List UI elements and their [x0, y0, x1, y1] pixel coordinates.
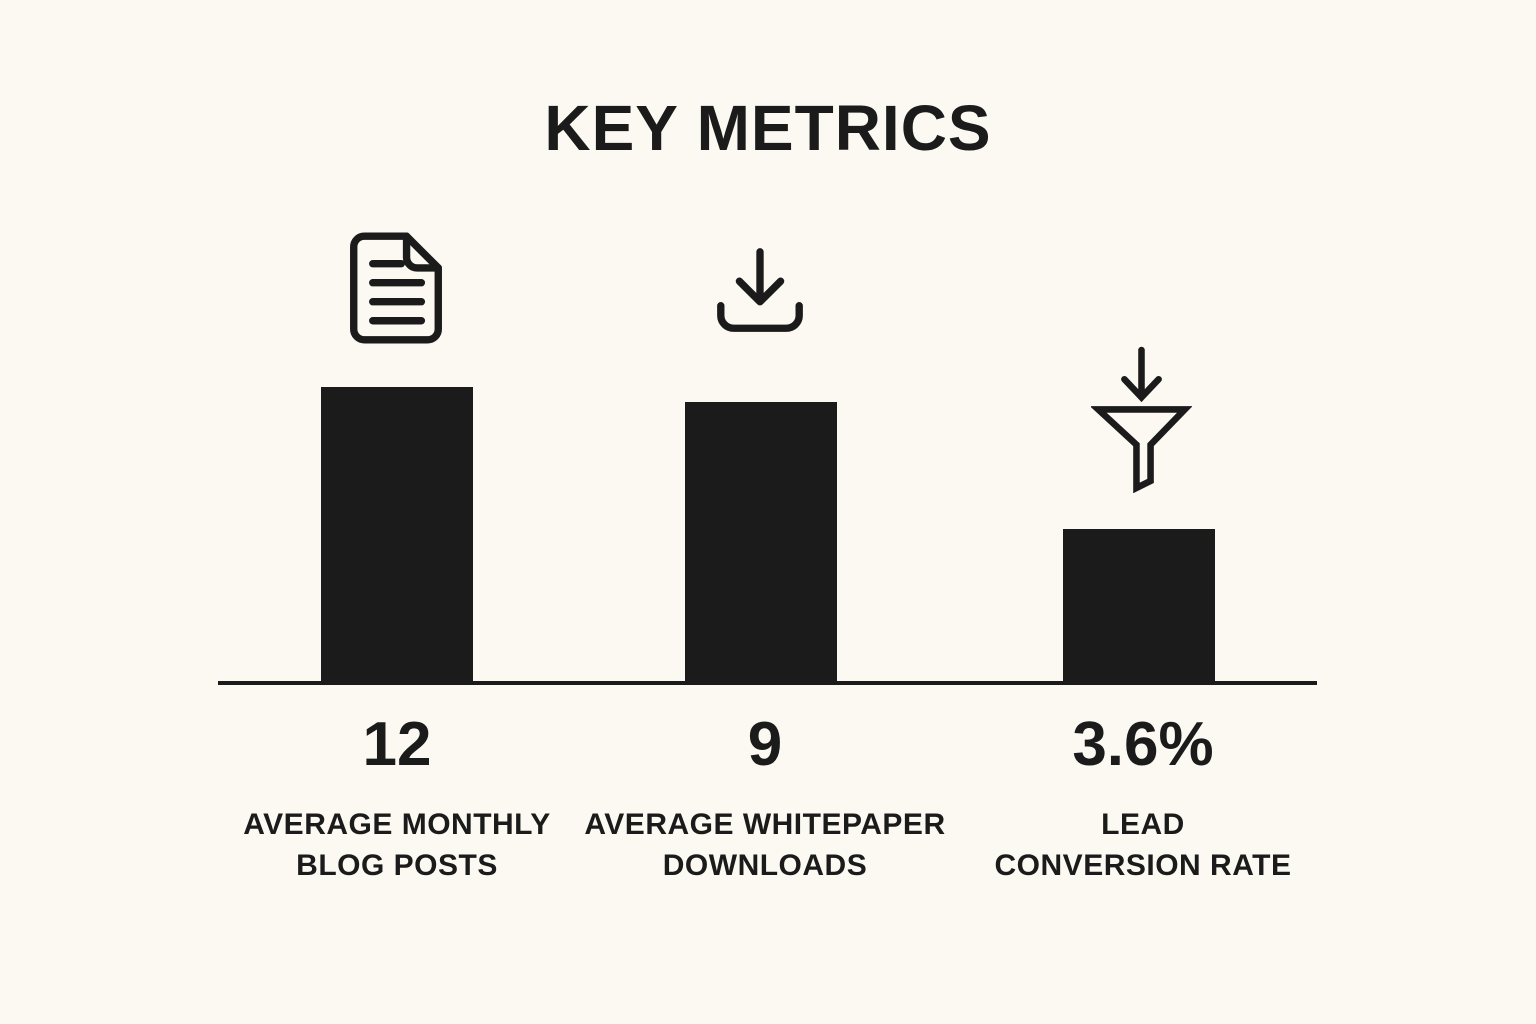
metric-value: 9	[747, 710, 783, 779]
metric-label-line2: CONVERSION RATE	[994, 849, 1292, 882]
metric-label-line2: DOWNLOADS	[662, 849, 868, 882]
funnel-icon	[1089, 346, 1193, 498]
metric-label: LEAD CONVERSION RATE	[933, 804, 1353, 886]
metric-label-line1: LEAD	[1101, 808, 1185, 841]
metric-stat-lead-conversion: 3.6% LEAD CONVERSION RATE	[933, 712, 1353, 886]
metric-label: AVERAGE MONTHLY BLOG POSTS	[187, 804, 607, 886]
metric-label-line1: AVERAGE MONTHLY	[243, 808, 551, 841]
metric-bar	[685, 402, 837, 684]
download-icon	[711, 246, 809, 343]
metric-stat-blog-posts: 12 AVERAGE MONTHLY BLOG POSTS	[187, 712, 607, 886]
metric-label-line1: AVERAGE WHITEPAPER	[584, 808, 946, 841]
metric-bar	[1063, 529, 1215, 684]
page-title: KEY METRICS	[544, 92, 992, 164]
document-icon	[343, 232, 449, 349]
baseline-axis	[218, 681, 1317, 685]
metric-label: AVERAGE WHITEPAPER DOWNLOADS	[555, 804, 975, 886]
metric-label-line2: BLOG POSTS	[296, 849, 498, 882]
metric-value: 3.6%	[1072, 710, 1214, 779]
metric-value: 12	[362, 710, 432, 779]
metric-bar	[321, 387, 473, 684]
metric-stat-whitepaper-downloads: 9 AVERAGE WHITEPAPER DOWNLOADS	[555, 712, 975, 886]
